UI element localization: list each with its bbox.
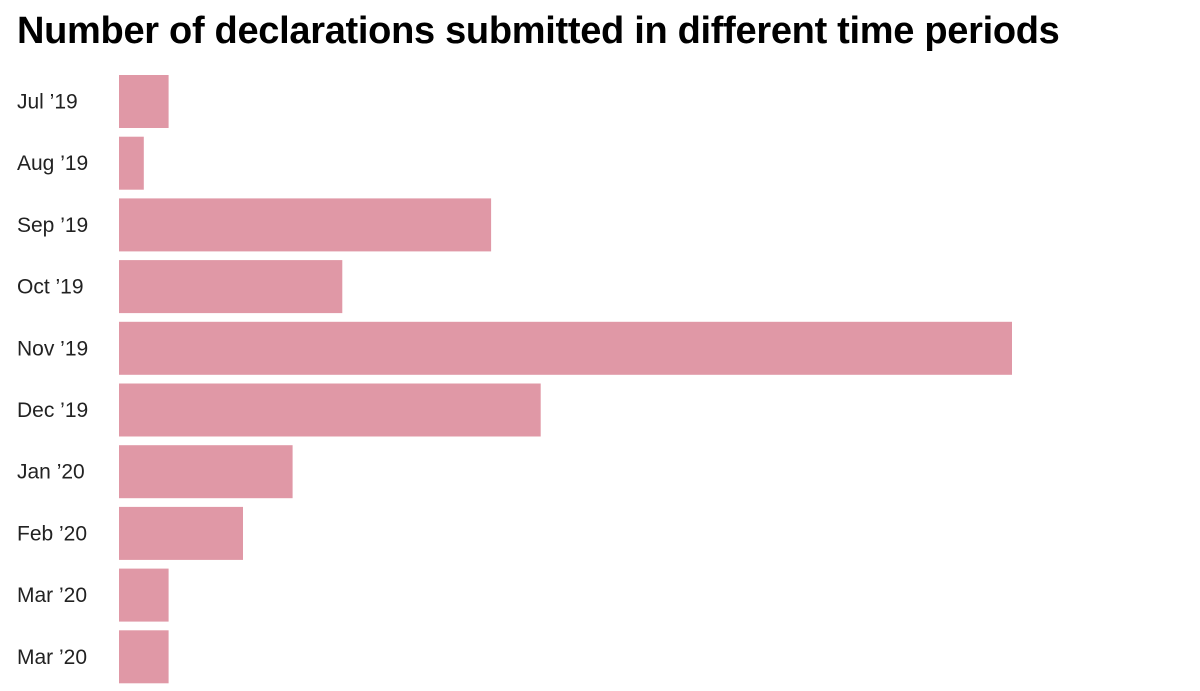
bar <box>119 630 169 684</box>
bar <box>119 198 492 252</box>
category-label: Jan ’20 <box>17 461 85 484</box>
bar <box>119 321 1012 375</box>
bar <box>119 568 169 622</box>
bar <box>119 75 169 128</box>
category-label: Nov ’19 <box>17 337 88 360</box>
bar <box>119 383 541 437</box>
category-label: Dec ’19 <box>17 399 88 422</box>
bar <box>119 506 243 560</box>
category-label: Mar ’20 <box>17 646 87 669</box>
category-label: Aug ’19 <box>17 152 88 175</box>
bars-layer <box>119 75 1012 684</box>
category-labels: Jul ’19 Aug ’19 Sep ’19 Oct ’19 Nov ’19 Dec ’… <box>17 91 88 669</box>
category-label: Feb ’20 <box>17 522 87 545</box>
category-label: Mar ’20 <box>17 584 87 607</box>
bar <box>119 260 343 314</box>
category-label: Jul ’19 <box>17 91 78 114</box>
bar <box>119 136 144 190</box>
chart-title: Number of declarations submitted in diff… <box>17 10 1060 52</box>
bar <box>119 445 293 499</box>
category-label: Oct ’19 <box>17 276 84 299</box>
category-label: Sep ’19 <box>17 214 88 237</box>
